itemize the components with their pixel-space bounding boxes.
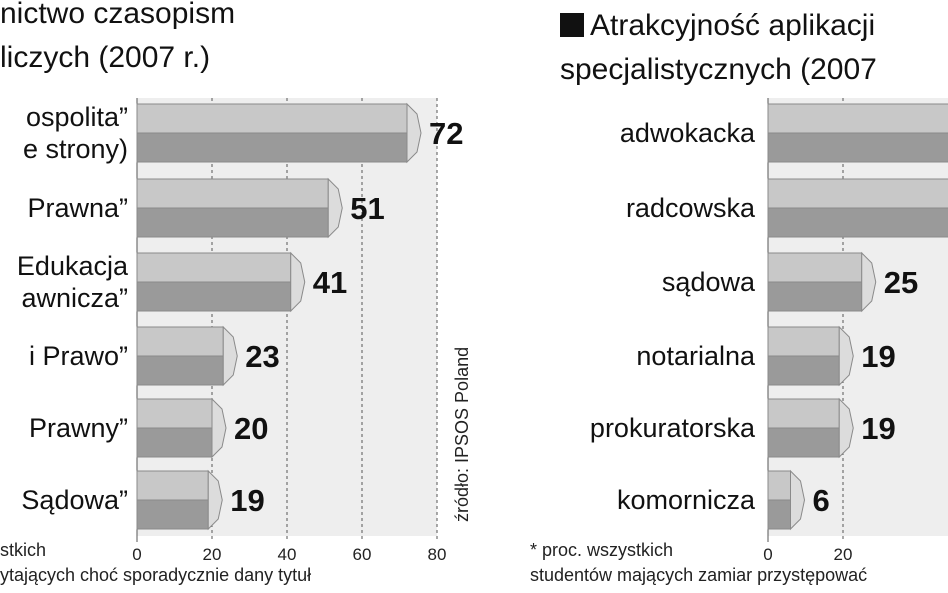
right-chart-title: Atrakcyjność aplikacji specjalistycznych…: [560, 4, 877, 92]
right-bar: [767, 469, 806, 531]
left-bar: [136, 397, 227, 459]
right-value-label: 25: [884, 265, 918, 300]
left-bar-top-face: [136, 252, 292, 283]
left-value-label: 41: [313, 265, 347, 300]
right-bar: [767, 178, 948, 238]
right-bar-top-face: [767, 326, 840, 357]
right-bar: [767, 325, 854, 387]
right-bar-bottom-face: [767, 207, 948, 238]
right-bar-end-cap: [838, 397, 854, 459]
right-bar-bottom-face: [767, 281, 863, 312]
right-category-label: notarialna: [636, 341, 756, 371]
left-bar-top-face: [136, 178, 329, 209]
right-tick-label: 0: [763, 545, 772, 564]
right-category-label: adwokacka: [620, 118, 756, 148]
left-category-label: e strony): [23, 134, 128, 164]
left-tick-label: 40: [278, 545, 297, 564]
left-category-label: Prawny”: [29, 413, 128, 443]
right-bar-bottom-face: [767, 132, 948, 163]
left-value-label: 72: [429, 116, 463, 151]
left-tick-label: 20: [203, 545, 222, 564]
title-square-icon: [560, 13, 584, 37]
left-value-label: 23: [245, 339, 279, 374]
left-category-label: Edukacja: [17, 251, 129, 281]
right-chart: 0 20 adwokacka radcowska sądowa 25 notarialna 1…: [530, 98, 948, 585]
left-chart: 0 20 40 60 80 ospolita”e strony) 72 Prawna” 51 Ed…: [0, 98, 472, 585]
right-bar-end-cap: [838, 325, 854, 387]
left-bar-end-cap: [290, 251, 306, 313]
right-plot-area: [768, 98, 948, 536]
left-bar: [136, 177, 343, 239]
left-bar-top-face: [136, 470, 209, 501]
left-source-label: źródło: IPSOS Poland: [452, 347, 472, 522]
left-bar-bottom-face: [136, 355, 224, 386]
left-bar-top-face: [136, 103, 408, 134]
left-bar: [136, 469, 223, 531]
right-bar-top-face: [767, 103, 948, 134]
left-tick-label: 80: [428, 545, 447, 564]
right-bar-top-face: [767, 252, 863, 283]
right-bar-bottom-face: [767, 499, 791, 530]
left-bar-end-cap: [211, 397, 227, 459]
right-title-line-2: specjalistycznych (2007: [560, 53, 877, 86]
right-bar-bottom-face: [767, 427, 840, 458]
right-bar-top-face: [767, 178, 948, 209]
right-bar: [767, 397, 854, 459]
left-value-label: 20: [234, 411, 268, 446]
left-bar-bottom-face: [136, 427, 213, 458]
left-chart-title: nictwo czasopism liczych (2007 r.): [0, 0, 235, 80]
right-bar-end-cap: [861, 251, 877, 313]
right-tick-label: 20: [834, 545, 853, 564]
left-title-line-1: nictwo czasopism: [0, 0, 236, 30]
left-bar-end-cap: [327, 177, 343, 239]
left-value-label: 51: [350, 191, 384, 226]
right-bar: [767, 103, 948, 163]
left-tick-label: 60: [353, 545, 372, 564]
left-tick-label: 0: [132, 545, 141, 564]
left-title-line-2: liczych (2007 r.): [0, 41, 211, 74]
left-bar-bottom-face: [136, 132, 408, 163]
left-footnote: stkich: [0, 540, 46, 560]
left-bar: [136, 102, 422, 164]
right-category-label: sądowa: [662, 267, 756, 297]
right-category-label: prokuratorska: [590, 413, 756, 443]
right-category-label: radcowska: [626, 193, 756, 223]
right-title-line-1: Atrakcyjność aplikacji: [560, 4, 877, 48]
left-category-label: i Prawo”: [29, 341, 128, 371]
right-footnote: studentów mających zamiar przystępować: [530, 565, 867, 585]
right-value-label: 19: [861, 339, 895, 374]
right-bar-top-face: [767, 470, 791, 501]
left-category-label: Sądowa”: [21, 485, 128, 515]
left-value-label: 19: [230, 483, 264, 518]
left-bar-end-cap: [406, 102, 422, 164]
left-bar-end-cap: [207, 469, 223, 531]
right-bar-top-face: [767, 398, 840, 429]
left-bar: [136, 325, 238, 387]
right-bar-bottom-face: [767, 355, 840, 386]
left-footnote: ytających choć sporadycznie dany tytuł: [0, 565, 311, 585]
left-category-label: awnicza”: [21, 283, 128, 313]
right-bar: [767, 251, 877, 313]
right-value-label: 6: [813, 483, 830, 518]
left-category-label: Prawna”: [27, 193, 128, 223]
left-bar: [136, 251, 306, 313]
left-bar-top-face: [136, 326, 224, 357]
right-bar-end-cap: [790, 469, 806, 531]
left-bar-bottom-face: [136, 281, 292, 312]
left-category-label: ospolita”: [26, 102, 128, 132]
right-value-label: 19: [861, 411, 895, 446]
left-bar-bottom-face: [136, 499, 209, 530]
right-category-label: komornicza: [617, 485, 756, 515]
left-bar-end-cap: [222, 325, 238, 387]
left-bar-bottom-face: [136, 207, 329, 238]
right-title-line-1-text: Atrakcyjność aplikacji: [590, 9, 876, 42]
right-footnote: * proc. wszystkich: [530, 540, 673, 560]
left-bar-top-face: [136, 398, 213, 429]
